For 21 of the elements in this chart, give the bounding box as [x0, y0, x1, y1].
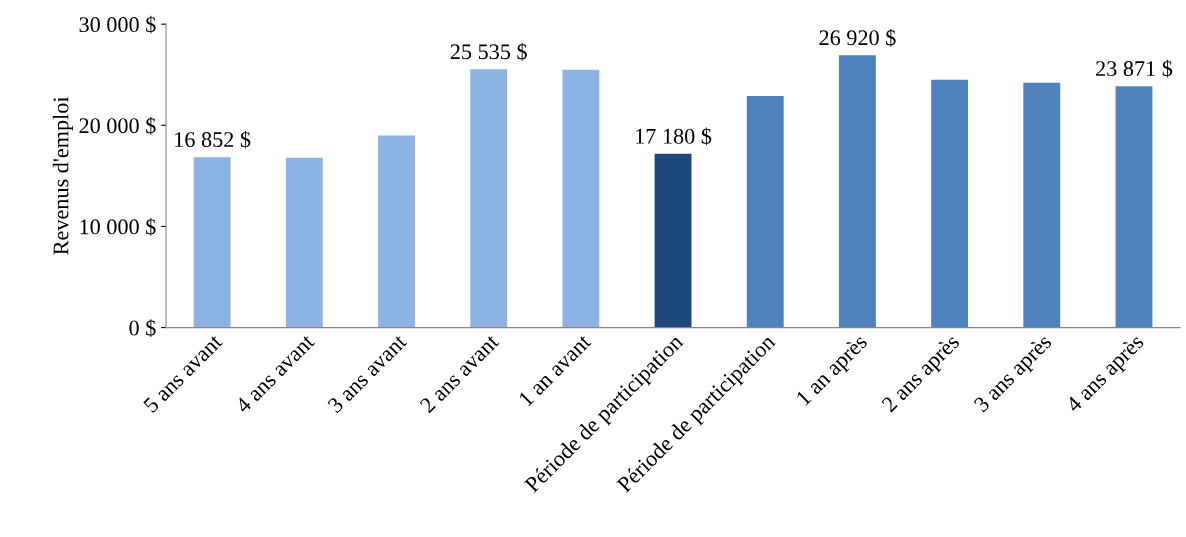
bar — [562, 69, 600, 328]
data-label: 26 920 $ — [819, 28, 896, 47]
data-label: 25 535 $ — [450, 42, 527, 61]
data-label: 16 852 $ — [175, 130, 251, 149]
bar — [654, 153, 692, 328]
y-axis-title: Revenus d'emploi — [52, 96, 73, 255]
y-tick-label: 10 000 $ — [80, 218, 156, 236]
bar — [285, 157, 323, 328]
bar — [1023, 82, 1061, 328]
data-label: 17 180 $ — [636, 127, 712, 146]
y-tick-label: 0 $ — [129, 319, 156, 337]
bar — [193, 157, 231, 328]
bar — [1115, 86, 1153, 328]
bar — [746, 95, 784, 328]
data-label: 23 871 $ — [1096, 59, 1173, 78]
y-tick-label: 20 000 $ — [79, 116, 156, 135]
bar — [838, 55, 876, 328]
y-tick-label: 30 000 $ — [79, 15, 156, 34]
bar — [931, 79, 969, 328]
bar — [470, 69, 508, 328]
bar — [378, 135, 415, 328]
